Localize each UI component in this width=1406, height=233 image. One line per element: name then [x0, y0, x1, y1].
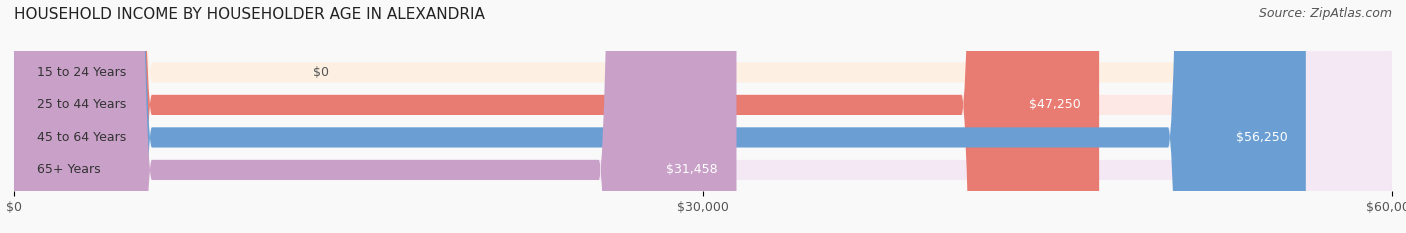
Text: 45 to 64 Years: 45 to 64 Years	[37, 131, 127, 144]
FancyBboxPatch shape	[14, 0, 1306, 233]
FancyBboxPatch shape	[14, 0, 1392, 233]
Text: 15 to 24 Years: 15 to 24 Years	[37, 66, 127, 79]
FancyBboxPatch shape	[14, 0, 737, 233]
Text: $47,250: $47,250	[1029, 98, 1081, 111]
FancyBboxPatch shape	[14, 0, 1392, 233]
Text: Source: ZipAtlas.com: Source: ZipAtlas.com	[1258, 7, 1392, 20]
Text: $0: $0	[312, 66, 329, 79]
Text: $56,250: $56,250	[1236, 131, 1288, 144]
FancyBboxPatch shape	[14, 0, 1099, 233]
Text: $31,458: $31,458	[666, 163, 718, 176]
FancyBboxPatch shape	[14, 0, 1392, 233]
Text: 25 to 44 Years: 25 to 44 Years	[37, 98, 127, 111]
Text: HOUSEHOLD INCOME BY HOUSEHOLDER AGE IN ALEXANDRIA: HOUSEHOLD INCOME BY HOUSEHOLDER AGE IN A…	[14, 7, 485, 22]
Text: 65+ Years: 65+ Years	[37, 163, 101, 176]
FancyBboxPatch shape	[14, 0, 1392, 233]
